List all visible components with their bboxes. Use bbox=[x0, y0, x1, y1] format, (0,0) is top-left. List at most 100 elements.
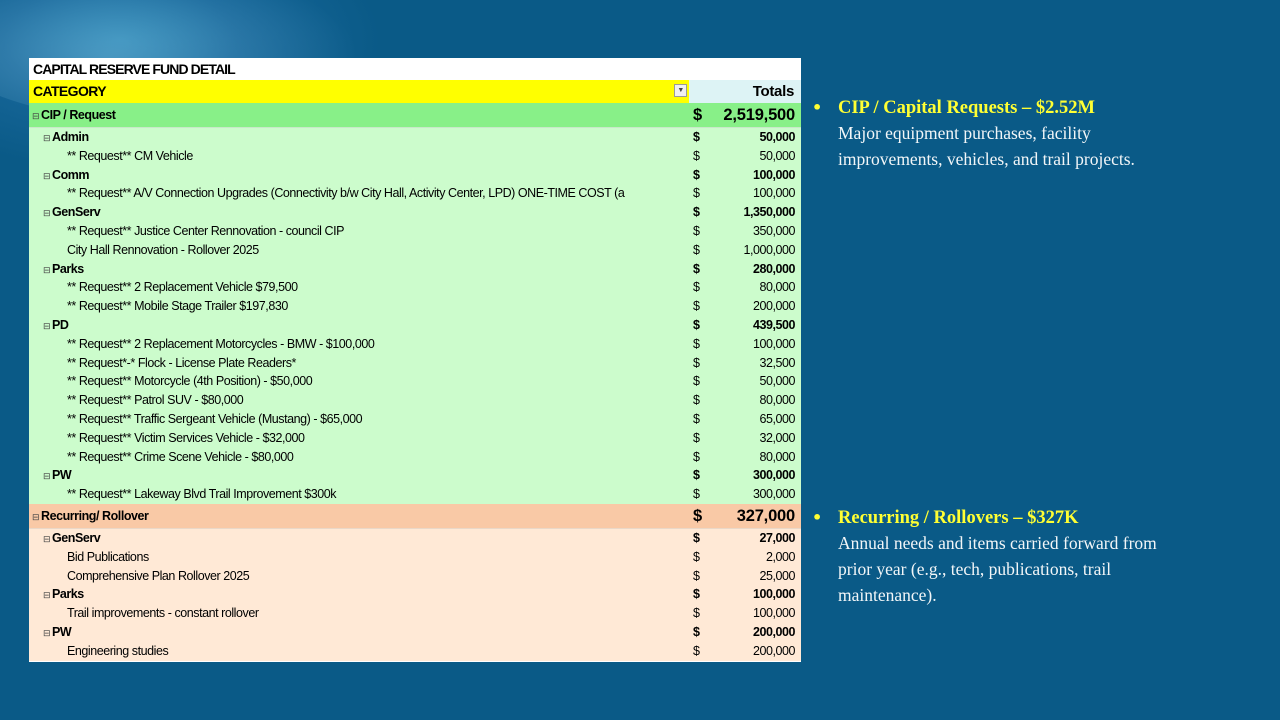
section-row[interactable]: ⊟ Recurring/ Rollover $327,000 bbox=[29, 503, 801, 529]
collapse-toggle-icon[interactable]: ⊟ bbox=[43, 133, 51, 143]
currency-symbol: $ bbox=[693, 449, 700, 464]
section-row-text: Recurring/ Rollover bbox=[41, 508, 149, 523]
group-row[interactable]: ⊟ PD $439,500 bbox=[29, 315, 801, 335]
item-row-text: ** Request** CM Vehicle bbox=[67, 148, 193, 163]
bullet-cip-heading-text: CIP / Capital Requests – $2.52M bbox=[838, 98, 1095, 118]
currency-symbol: $ bbox=[693, 530, 700, 545]
item-row: ** Request** Patrol SUV - $80,000 $80,000 bbox=[29, 391, 801, 410]
item-row-text: ** Request*-* Flock - License Plate Read… bbox=[67, 355, 296, 370]
collapse-toggle-icon[interactable]: ⊟ bbox=[43, 208, 51, 219]
bullet-recurring-heading-text: Recurring / Rollovers – $327K bbox=[838, 508, 1079, 528]
item-row: Bid Publications $2,000 bbox=[29, 547, 801, 567]
group-row-amount: 27,000 bbox=[759, 530, 795, 545]
item-row-text: ** Request** Crime Scene Vehicle - $80,0… bbox=[67, 449, 294, 464]
currency-symbol: $ bbox=[693, 130, 700, 144]
item-row-label: ** Request** Patrol SUV - $80,000 bbox=[29, 391, 725, 410]
group-row-amount: 100,000 bbox=[752, 167, 795, 182]
currency-symbol: $ bbox=[693, 317, 700, 332]
collapse-toggle-icon[interactable]: ⊟ bbox=[43, 533, 51, 544]
section-row-label: ⊟ CIP / Request bbox=[29, 103, 690, 127]
item-row-amount: 80,000 bbox=[759, 280, 795, 295]
item-row-text: City Hall Rennovation - Rollover 2025 bbox=[67, 242, 259, 257]
item-row-text: ** Request** Victim Services Vehicle - $… bbox=[67, 430, 305, 445]
item-row: ** Request** Crime Scene Vehicle - $80,0… bbox=[29, 447, 801, 467]
item-row-text: ** Request** A/V Connection Upgrades (Co… bbox=[67, 186, 625, 201]
group-row[interactable]: ⊟ PW $300,000 bbox=[29, 466, 801, 486]
section-row[interactable]: ⊟ CIP / Request $2,519,500 bbox=[29, 103, 801, 128]
collapse-toggle-icon[interactable]: ⊟ bbox=[32, 111, 40, 121]
item-row-text: ** Request** 2 Replacement Vehicle $79,5… bbox=[67, 280, 298, 295]
item-row-label: ** Request** Lakeway Blvd Trail Improvem… bbox=[29, 485, 725, 504]
group-row[interactable]: ⊟ GenServ $27,000 bbox=[29, 528, 801, 548]
item-row-amount: 65,000 bbox=[759, 411, 795, 426]
group-row[interactable]: ⊟ PW $200,000 bbox=[29, 622, 801, 642]
item-row-amount: 100,000 bbox=[752, 186, 795, 201]
group-row[interactable]: ⊟ GenServ $1,350,000 bbox=[29, 203, 801, 222]
item-row-amount: 100,000 bbox=[752, 606, 795, 621]
currency-symbol: $ bbox=[693, 261, 700, 276]
collapse-toggle-icon[interactable]: ⊟ bbox=[43, 471, 51, 482]
section-row-label: ⊟ Recurring/ Rollover bbox=[29, 504, 690, 528]
group-row-amount: 50,000 bbox=[759, 130, 795, 144]
collapse-toggle-icon[interactable]: ⊟ bbox=[32, 511, 40, 522]
item-row-label: City Hall Rennovation - Rollover 2025 bbox=[29, 241, 725, 260]
section-row-amount: 327,000 bbox=[736, 506, 795, 525]
item-row-text: Engineering studies bbox=[67, 643, 169, 658]
collapse-toggle-icon[interactable]: ⊟ bbox=[43, 264, 51, 275]
bullet-recurring: • Recurring / Rollovers – $327K Annual n… bbox=[812, 506, 1192, 608]
group-row-label: ⊟ Parks bbox=[29, 260, 701, 279]
group-row-text: Parks bbox=[52, 587, 84, 602]
group-row[interactable]: ⊟ Parks $280,000 bbox=[29, 259, 801, 279]
currency-symbol: $ bbox=[693, 205, 700, 220]
bullet-dot-icon: • bbox=[812, 98, 823, 117]
collapse-toggle-icon[interactable]: ⊟ bbox=[43, 590, 51, 601]
group-row-label: ⊟ PD bbox=[29, 316, 701, 335]
item-row-text: ** Request** 2 Replacement Motorcycles -… bbox=[67, 336, 375, 351]
currency-symbol: $ bbox=[693, 106, 702, 124]
bullet-cip-heading: • CIP / Capital Requests – $2.52M bbox=[812, 96, 1192, 120]
filter-dropdown-icon[interactable]: ▼ bbox=[674, 84, 687, 97]
item-row: Comprehensive Plan Rollover 2025 $25,000 bbox=[29, 566, 801, 586]
currency-symbol: $ bbox=[693, 148, 700, 163]
currency-symbol: $ bbox=[693, 223, 700, 238]
item-row-label: ** Request** Crime Scene Vehicle - $80,0… bbox=[29, 448, 725, 467]
collapse-toggle-icon[interactable]: ⊟ bbox=[43, 170, 51, 181]
item-row-text: Trail improvements - constant rollover bbox=[67, 606, 259, 621]
item-row-label: ** Request** Motorcycle (4th Position) -… bbox=[29, 372, 725, 391]
collapse-toggle-icon[interactable]: ⊟ bbox=[43, 627, 51, 638]
currency-symbol: $ bbox=[693, 487, 700, 502]
item-row-text: Bid Publications bbox=[67, 549, 149, 564]
item-row-label: Trail improvements - constant rollover bbox=[29, 604, 725, 623]
currency-symbol: $ bbox=[693, 393, 700, 408]
group-row-text: Parks bbox=[52, 261, 84, 276]
item-row-label: ** Request** 2 Replacement Motorcycles -… bbox=[29, 335, 725, 354]
collapse-toggle-icon[interactable]: ⊟ bbox=[43, 320, 51, 331]
group-row-label: ⊟ GenServ bbox=[29, 203, 701, 222]
currency-symbol: $ bbox=[693, 468, 700, 483]
item-row: ** Request** Victim Services Vehicle - $… bbox=[29, 428, 801, 448]
item-row-label: ** Request** Mobile Stage Trailer $197,8… bbox=[29, 297, 725, 316]
currency-symbol: $ bbox=[693, 643, 700, 658]
totals-header: Totals bbox=[689, 80, 801, 103]
group-row[interactable]: ⊟ Parks $100,000 bbox=[29, 585, 801, 605]
item-row-amount: 32,500 bbox=[759, 355, 795, 370]
currency-symbol: $ bbox=[693, 280, 700, 295]
group-row[interactable]: ⊟ Admin $50,000 bbox=[29, 128, 801, 147]
group-row-label: ⊟ Parks bbox=[29, 585, 701, 604]
currency-symbol: $ bbox=[693, 411, 700, 426]
category-header-label: CATEGORY bbox=[33, 83, 107, 99]
item-row: ** Request** CM Vehicle $50,000 bbox=[29, 146, 801, 166]
item-row: Engineering studies $200,000 bbox=[29, 641, 801, 661]
group-row[interactable]: ⊟ Comm $100,000 bbox=[29, 165, 801, 185]
item-row: ** Request** A/V Connection Upgrades (Co… bbox=[29, 184, 801, 204]
currency-symbol: $ bbox=[693, 167, 700, 182]
item-row-label: ** Request** A/V Connection Upgrades (Co… bbox=[29, 184, 725, 203]
group-row-text: GenServ bbox=[52, 205, 101, 220]
item-row-label: ** Request** Justice Center Rennovation … bbox=[29, 222, 725, 241]
group-row-amount: 200,000 bbox=[752, 624, 795, 639]
currency-symbol: $ bbox=[693, 242, 700, 257]
item-row-amount: 350,000 bbox=[752, 223, 795, 238]
bullet-recurring-heading: • Recurring / Rollovers – $327K bbox=[812, 506, 1192, 530]
item-row: City Hall Rennovation - Rollover 2025 $1,… bbox=[29, 240, 801, 260]
pivot-table: CAPITAL RESERVE FUND DETAIL CATEGORY ▼ T… bbox=[29, 58, 801, 662]
